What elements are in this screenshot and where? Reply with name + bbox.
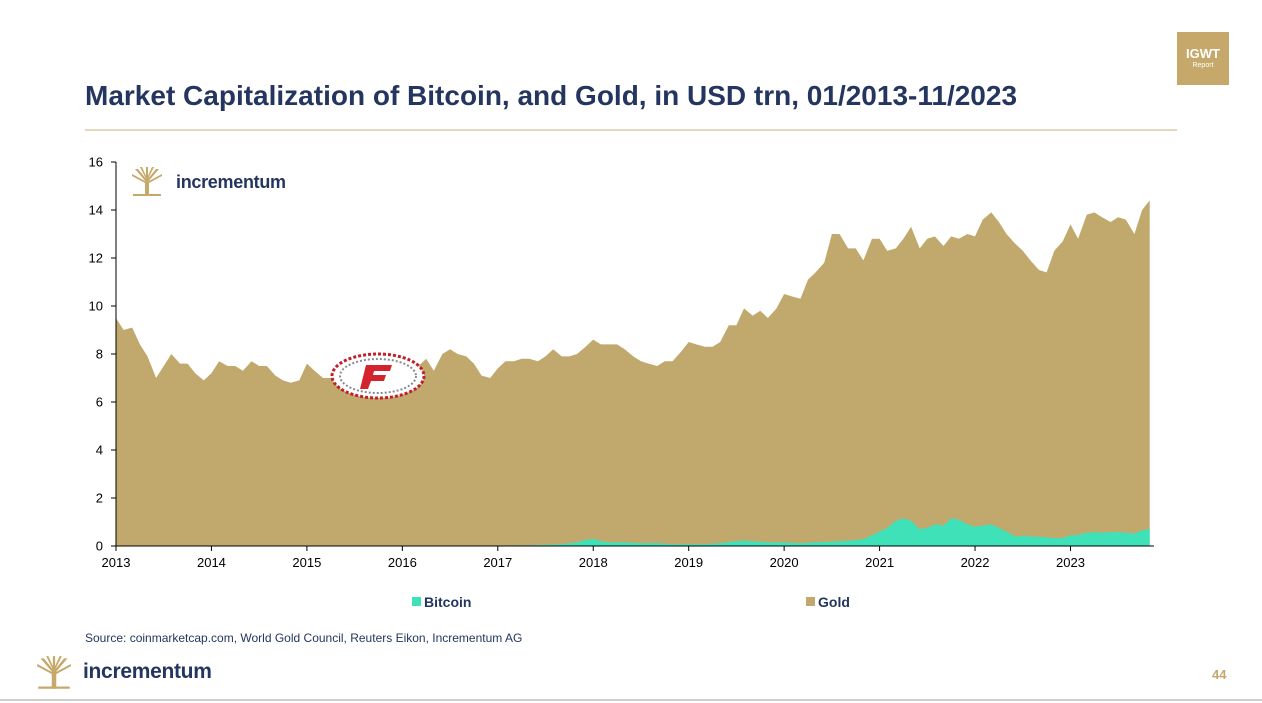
y-tick-label: 16: [89, 155, 103, 170]
chart-brand-logo-icon: [131, 166, 163, 203]
source-note: Source: coinmarketcap.com, World Gold Co…: [85, 631, 523, 645]
legend-gold: Gold: [806, 594, 850, 610]
x-tick-label: 2015: [292, 555, 321, 570]
x-tick-label: 2018: [579, 555, 608, 570]
legend-bitcoin: Bitcoin: [412, 594, 471, 610]
page-number: 44: [1212, 667, 1227, 682]
y-tick-label: 8: [96, 347, 103, 362]
market-cap-chart: 0 2 4 6 8 10 12 14 16 2013 2014 2015 2016 2017 2018 201…: [89, 155, 1154, 570]
area-bitcoin: [116, 518, 1150, 546]
chart-brand-name: incrementum: [176, 172, 286, 192]
badge-sub-text: Report: [1192, 62, 1214, 69]
page-title: Market Capitalization of Bitcoin, and Go…: [85, 80, 1018, 111]
legend-gold-label: Gold: [818, 594, 850, 610]
title-divider: [85, 129, 1177, 131]
x-tick-label: 2013: [102, 555, 131, 570]
igwt-report-badge: IGWT Report: [1177, 32, 1229, 85]
chart-areas: [116, 200, 1150, 546]
y-tick-label: 6: [96, 395, 103, 410]
y-tick-label: 14: [89, 203, 103, 218]
legend-bitcoin-label: Bitcoin: [424, 594, 472, 610]
x-tick-label: 2017: [483, 555, 512, 570]
chart-axes: 0 2 4 6 8 10 12 14 16 2013 2014 2015 2016 2017 2018 201…: [89, 155, 1154, 570]
legend-bitcoin-swatch: [412, 597, 421, 606]
x-tick-label: 2021: [865, 555, 894, 570]
badge-main-text: IGWT: [1186, 46, 1220, 61]
legend-gold-swatch: [806, 597, 815, 606]
y-tick-label: 4: [96, 443, 103, 458]
area-gold: [116, 200, 1150, 546]
x-tick-label: 2022: [961, 555, 990, 570]
footer-logo-icon: [36, 655, 72, 696]
watermark-f-icon: [330, 352, 430, 405]
footer-brand-name: incrementum: [83, 660, 212, 683]
y-tick-label: 0: [96, 539, 103, 554]
x-tick-label: 2020: [770, 555, 799, 570]
x-tick-label: 2014: [197, 555, 226, 570]
y-tick-label: 10: [89, 299, 103, 314]
y-tick-label: 2: [96, 491, 103, 506]
x-tick-label: 2019: [674, 555, 703, 570]
x-tick-label: 2023: [1056, 555, 1085, 570]
x-tick-label: 2016: [388, 555, 417, 570]
y-tick-label: 12: [89, 251, 103, 266]
bottom-divider: [0, 699, 1262, 701]
